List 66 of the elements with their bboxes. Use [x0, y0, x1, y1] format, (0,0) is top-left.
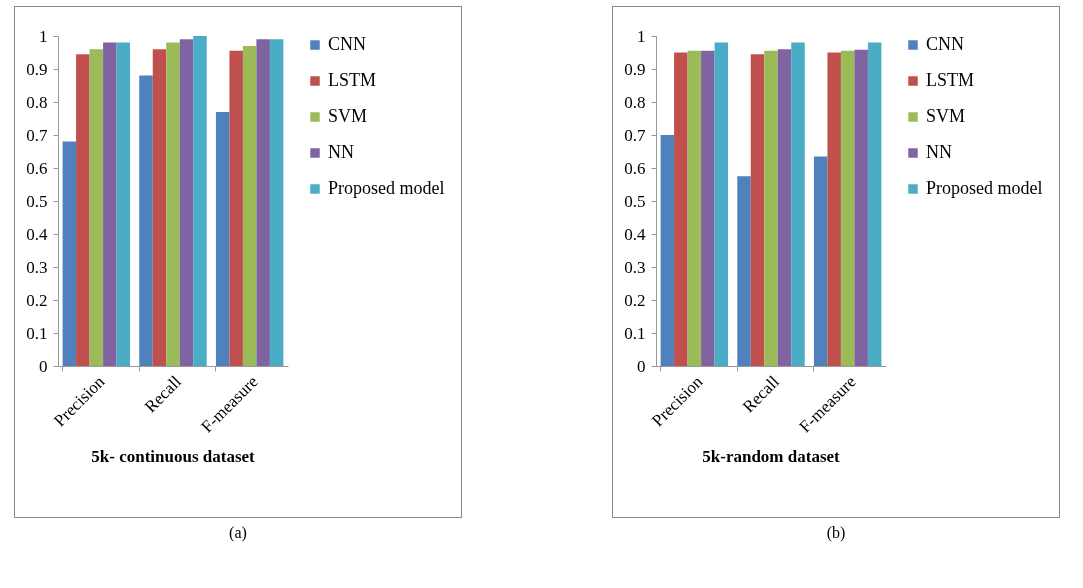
y-tick-label: 1: [39, 26, 48, 46]
text: 5k-random dataset: [702, 447, 841, 467]
y-tick-label: 0.1: [624, 323, 646, 343]
y-tick-label: 0: [39, 356, 48, 376]
y-tick-label: 0.2: [26, 290, 48, 310]
y-tick-label: 0.9: [624, 59, 646, 79]
bar: [737, 176, 751, 366]
bar: [89, 49, 104, 366]
bar: [193, 36, 207, 366]
bar: [813, 156, 828, 366]
y-tick-label: 0.8: [26, 92, 48, 112]
bar: [179, 39, 194, 366]
bar: [103, 42, 117, 366]
y-tick-label: 0: [637, 356, 646, 376]
y-tick-label: 0.4: [624, 224, 646, 244]
bar: [827, 52, 841, 366]
legend-label: Proposed model: [926, 178, 1043, 198]
legend-label: CNN: [926, 34, 965, 54]
y-tick-label: 0.9: [26, 59, 48, 79]
bar: [76, 54, 90, 366]
y-tick-label: 1: [637, 26, 646, 46]
bar: [229, 50, 243, 366]
bar: [242, 45, 257, 366]
bar: [791, 42, 805, 366]
bar: [62, 141, 77, 366]
text: (a): [229, 524, 247, 542]
bar: [269, 39, 284, 366]
text: (b): [826, 524, 846, 542]
bar: [854, 49, 868, 366]
y-tick-label: 0.3: [624, 257, 646, 277]
bar: [139, 75, 153, 366]
bar: [867, 42, 882, 366]
bar: [116, 42, 131, 366]
y-tick-label: 0.6: [624, 158, 646, 178]
bar: [714, 42, 729, 366]
y-tick-label: 0.6: [26, 158, 48, 178]
bar: [750, 54, 765, 366]
y-tick-label: 0.5: [624, 191, 646, 211]
bar: [166, 42, 180, 366]
text: 5k- continuous dataset: [91, 447, 256, 467]
y-tick-label: 0.3: [26, 257, 48, 277]
y-tick-label: 0.7: [26, 125, 48, 145]
bar: [215, 111, 230, 366]
bar: [660, 135, 675, 366]
legend-label: SVM: [926, 106, 966, 126]
bar: [674, 52, 688, 366]
legend-label: CNN: [328, 34, 367, 54]
y-tick-label: 0.2: [624, 290, 646, 310]
y-tick-label: 0.8: [624, 92, 646, 112]
y-tick-label: 0.7: [624, 125, 646, 145]
legend-label: SVM: [328, 106, 368, 126]
bar: [687, 50, 702, 366]
bar: [840, 50, 855, 366]
legend-label: NN: [926, 142, 952, 162]
y-tick-label: 0.5: [26, 191, 48, 211]
y-tick-label: 0.1: [26, 323, 48, 343]
legend-label: LSTM: [926, 70, 975, 90]
legend-label: LSTM: [328, 70, 377, 90]
bar: [152, 49, 167, 366]
bar: [764, 50, 778, 366]
y-tick-label: 0.4: [26, 224, 48, 244]
bar: [256, 39, 270, 366]
bar: [777, 49, 792, 366]
legend-label: Proposed model: [328, 178, 445, 198]
bar: [701, 50, 715, 366]
legend-label: NN: [328, 142, 354, 162]
